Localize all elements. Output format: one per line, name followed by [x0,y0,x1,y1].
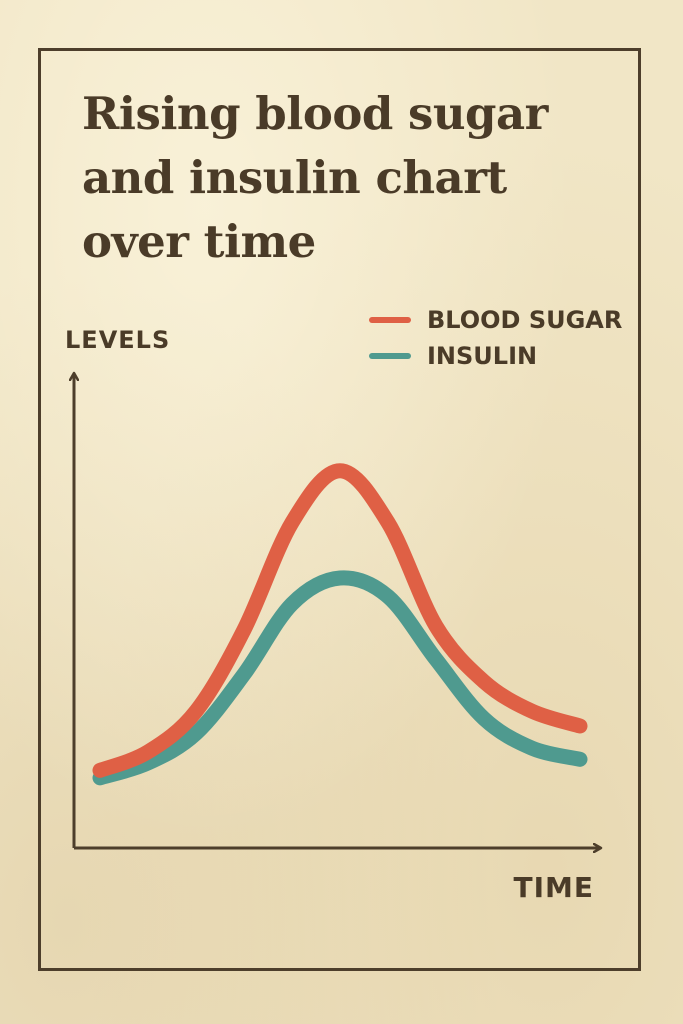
legend-label-insulin: INSULIN [427,342,537,370]
x-axis-label: TIME [513,871,594,904]
chart-title: Rising blood sugar and insulin chart ove… [82,87,548,268]
legend: BLOOD SUGAR INSULIN [369,306,622,370]
series-line-blood-sugar [92,463,588,778]
legend-label-blood-sugar: BLOOD SUGAR [427,306,622,334]
poster-frame [38,48,641,971]
y-axis-label: LEVELS [65,326,170,354]
series-line-insulin [92,570,588,786]
